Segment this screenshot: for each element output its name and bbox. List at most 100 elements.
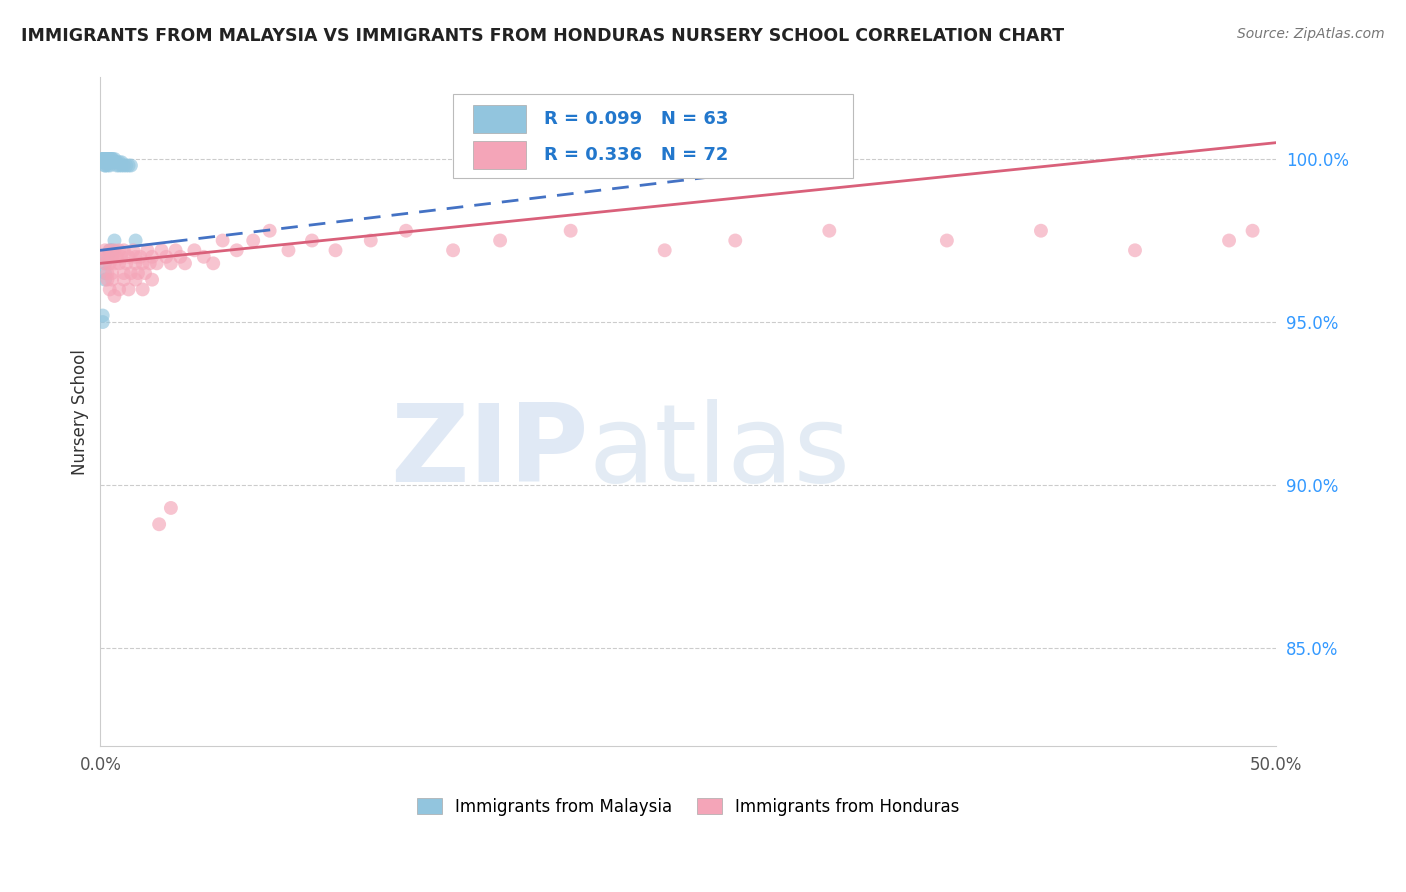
Point xyxy=(96,152,118,166)
Point xyxy=(117,159,139,173)
Point xyxy=(146,256,169,270)
Point xyxy=(94,159,117,173)
Point xyxy=(112,266,135,280)
Text: IMMIGRANTS FROM MALAYSIA VS IMMIGRANTS FROM HONDURAS NURSERY SCHOOL CORRELATION : IMMIGRANTS FROM MALAYSIA VS IMMIGRANTS F… xyxy=(21,27,1064,45)
Legend: Immigrants from Malaysia, Immigrants from Honduras: Immigrants from Malaysia, Immigrants fro… xyxy=(411,791,966,822)
Text: Source: ZipAtlas.com: Source: ZipAtlas.com xyxy=(1237,27,1385,41)
Point xyxy=(105,159,128,173)
Point xyxy=(112,159,135,173)
Point xyxy=(96,273,118,287)
Point xyxy=(94,256,117,270)
Point xyxy=(94,152,117,166)
Point xyxy=(129,250,152,264)
Point xyxy=(103,234,125,248)
Point xyxy=(94,152,117,166)
Point xyxy=(98,155,121,169)
Point xyxy=(94,159,117,173)
Point xyxy=(94,152,117,166)
Point xyxy=(94,155,117,169)
Point xyxy=(134,266,156,280)
Point xyxy=(94,155,117,169)
Point xyxy=(96,155,118,169)
Point xyxy=(155,250,177,264)
Point xyxy=(117,250,139,264)
Point xyxy=(94,155,117,169)
Point xyxy=(150,244,173,258)
Point xyxy=(259,224,281,238)
Point xyxy=(96,250,118,264)
Point xyxy=(115,159,138,173)
Point xyxy=(96,152,118,166)
Point xyxy=(124,273,146,287)
Point xyxy=(103,289,125,303)
Point xyxy=(94,266,117,280)
Point xyxy=(96,266,118,280)
Point xyxy=(96,250,118,264)
Point xyxy=(124,250,146,264)
Y-axis label: Nursery School: Nursery School xyxy=(72,349,89,475)
Point xyxy=(91,315,114,329)
Point xyxy=(225,244,247,258)
Point xyxy=(98,155,121,169)
Point xyxy=(94,152,117,166)
Point xyxy=(124,256,146,270)
Point xyxy=(124,234,146,248)
Point xyxy=(98,152,121,166)
Point xyxy=(117,282,139,296)
Point xyxy=(98,282,121,296)
FancyBboxPatch shape xyxy=(472,141,526,169)
Point xyxy=(1029,224,1052,238)
Point xyxy=(101,273,124,287)
Point xyxy=(441,244,464,258)
Point xyxy=(1218,234,1240,248)
Point xyxy=(127,266,149,280)
Point xyxy=(98,155,121,169)
Point xyxy=(98,244,121,258)
Point xyxy=(174,256,197,270)
Point xyxy=(94,155,117,169)
Text: R = 0.099   N = 63: R = 0.099 N = 63 xyxy=(544,110,728,128)
Point xyxy=(91,309,114,323)
Point xyxy=(94,244,117,258)
Point xyxy=(96,152,118,166)
Point xyxy=(101,244,124,258)
Point xyxy=(202,256,225,270)
Point xyxy=(724,234,747,248)
Point xyxy=(136,244,159,258)
Point xyxy=(103,244,125,258)
Point xyxy=(94,273,117,287)
Point xyxy=(96,155,118,169)
Point xyxy=(148,517,170,532)
Point xyxy=(91,250,114,264)
Point xyxy=(103,256,125,270)
Point xyxy=(160,500,183,515)
Point xyxy=(96,155,118,169)
Point xyxy=(183,244,205,258)
Point xyxy=(325,244,347,258)
Point xyxy=(122,244,145,258)
Point xyxy=(108,282,131,296)
Text: R = 0.336   N = 72: R = 0.336 N = 72 xyxy=(544,146,728,164)
Text: ZIP: ZIP xyxy=(389,399,588,505)
Point xyxy=(395,224,418,238)
Point xyxy=(91,152,114,166)
Point xyxy=(94,152,117,166)
Point xyxy=(91,152,114,166)
Point xyxy=(110,159,132,173)
Point xyxy=(105,155,128,169)
Point xyxy=(141,273,163,287)
Point xyxy=(301,234,323,248)
Point xyxy=(131,256,153,270)
Point xyxy=(91,155,114,169)
Point xyxy=(105,250,128,264)
Point xyxy=(935,234,957,248)
Point xyxy=(94,152,117,166)
Point xyxy=(98,152,121,166)
Point xyxy=(96,152,118,166)
Point xyxy=(108,256,131,270)
Point xyxy=(242,234,264,248)
Point xyxy=(98,256,121,270)
Point xyxy=(101,152,124,166)
Point xyxy=(101,155,124,169)
Point xyxy=(169,250,191,264)
